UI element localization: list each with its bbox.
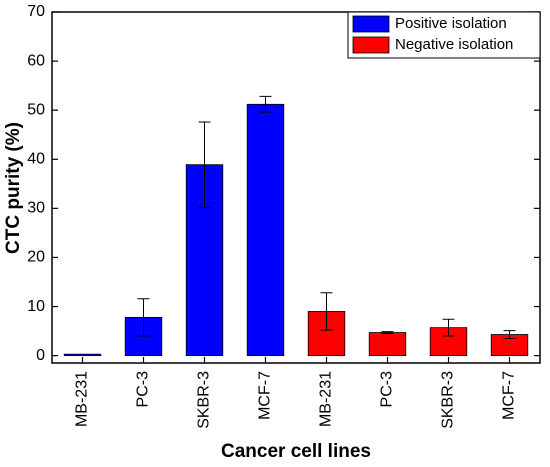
x-tick-label: MB-231 (74, 371, 91, 427)
bar (368, 332, 407, 357)
bar (429, 327, 468, 357)
bar (246, 103, 285, 357)
error-bar (137, 298, 150, 337)
x-axis-title: Cancer cell lines (221, 441, 371, 462)
y-axis-title: CTC purity (%) (3, 122, 24, 254)
x-tick-label: PC-3 (135, 371, 152, 408)
legend-swatch (352, 36, 390, 54)
y-tick-label: 50 (27, 101, 45, 118)
legend-swatch (352, 15, 390, 33)
error-bar (442, 318, 455, 337)
x-tick-label: SKBR-3 (440, 371, 457, 429)
y-tick-label: 60 (27, 52, 45, 69)
error-bar (320, 292, 333, 331)
y-tick-label: 30 (27, 200, 45, 217)
y-tick-label: 20 (27, 249, 45, 266)
x-tick-label: MB-231 (318, 371, 335, 427)
y-tick-label: 70 (27, 3, 45, 20)
plot-frame (51, 11, 541, 364)
y-tick-label: 0 (36, 347, 45, 364)
x-tick-label: MCF-7 (501, 371, 518, 420)
x-tick-label: SKBR-3 (196, 371, 213, 429)
y-tick-label: 40 (27, 150, 45, 167)
error-bar (198, 121, 211, 208)
legend-label: Negative isolation (395, 36, 513, 53)
error-bar (381, 331, 394, 335)
error-bar (259, 95, 272, 113)
legend-label: Positive isolation (395, 15, 507, 32)
y-tick-label: 10 (27, 298, 45, 315)
x-tick-label: MCF-7 (257, 371, 274, 420)
x-tick-label: PC-3 (379, 371, 396, 408)
bar (63, 353, 102, 357)
error-bar (503, 330, 516, 339)
